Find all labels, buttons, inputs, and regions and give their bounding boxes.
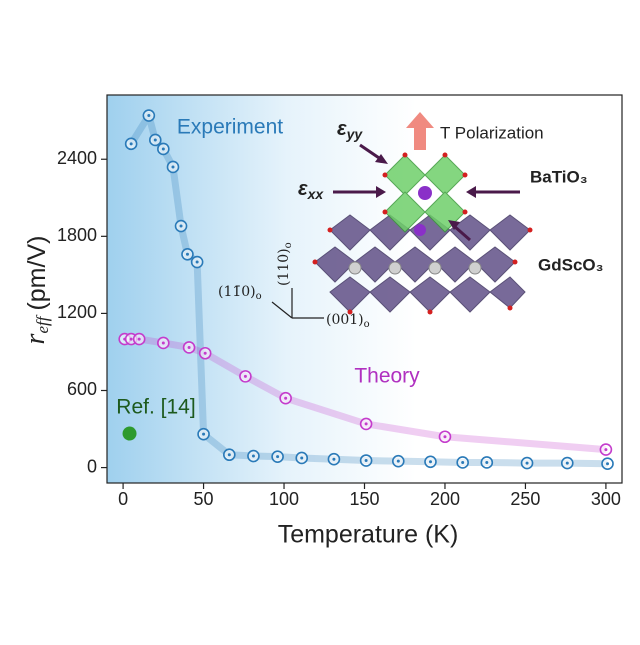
- miller: (11̄0): [218, 284, 256, 300]
- ref-label: Ref. [14]: [116, 396, 195, 419]
- point-center: [485, 460, 489, 464]
- strain-xx: εxx: [298, 178, 324, 201]
- point-center: [276, 455, 280, 459]
- y-tick-label: 2400: [57, 148, 97, 168]
- strain-symbol: ε: [298, 178, 308, 200]
- point-center: [251, 454, 255, 458]
- x-tick-label: 250: [510, 489, 540, 509]
- x-tick-label: 300: [591, 489, 621, 509]
- series-line: [128, 112, 608, 468]
- x-tick-label: 100: [269, 489, 299, 509]
- y-axis-symbol: r: [20, 333, 51, 344]
- strain-sub: yy: [346, 126, 364, 142]
- axis-right-label: (001)o: [326, 312, 370, 330]
- point-center: [428, 460, 432, 464]
- y-tick-label: 0: [87, 456, 97, 476]
- y-axis-subscript: eff: [33, 314, 52, 333]
- film-label: BaTiO₃: [530, 167, 588, 186]
- point-center: [364, 422, 368, 426]
- point-center: [161, 341, 165, 345]
- axis-diag-label: (11̄0)o: [218, 284, 262, 302]
- theory-label: Theory: [354, 365, 420, 388]
- point-center: [129, 337, 133, 341]
- point-center: [202, 432, 206, 436]
- strain-sub: xx: [307, 186, 325, 202]
- point-center: [332, 457, 336, 461]
- point-center: [565, 461, 569, 465]
- point-center: [461, 460, 465, 464]
- point-center: [187, 345, 191, 349]
- polarization-label: T Polarization: [440, 123, 544, 142]
- miller: (001): [326, 312, 364, 328]
- y-axis-unit: (pm/V): [23, 236, 51, 311]
- point-center: [147, 114, 151, 118]
- point-center: [227, 453, 231, 457]
- point-center: [364, 459, 368, 463]
- inset-diagram: [271, 112, 533, 319]
- y-tick-label: 600: [67, 379, 97, 399]
- miller: (110): [276, 248, 292, 286]
- strain-yy: εyy: [337, 118, 363, 141]
- point-center: [284, 396, 288, 400]
- point-center: [179, 224, 183, 228]
- point-center: [137, 337, 141, 341]
- point-center: [153, 138, 157, 142]
- axis-up-label: (110)o: [276, 242, 294, 286]
- y-tick-label: 1800: [57, 225, 97, 245]
- data-point: [122, 426, 137, 441]
- miller-sub: o: [256, 291, 262, 302]
- x-tick-label: 0: [118, 489, 128, 509]
- point-center: [203, 351, 207, 355]
- y-tick-label: 1200: [57, 302, 97, 322]
- x-tick-label: 50: [194, 489, 214, 509]
- point-center: [525, 461, 529, 465]
- x-tick-label: 200: [430, 489, 460, 509]
- point-center: [185, 252, 189, 256]
- point-center: [606, 462, 610, 466]
- point-center: [243, 374, 247, 378]
- point-center: [129, 142, 133, 146]
- strain-symbol: ε: [337, 118, 347, 140]
- x-tick-label: 150: [349, 489, 379, 509]
- point-center: [195, 260, 199, 264]
- point-center: [443, 435, 447, 439]
- miller-sub: o: [364, 319, 370, 330]
- point-center: [396, 459, 400, 463]
- point-center: [300, 456, 304, 460]
- point-center: [604, 448, 608, 452]
- substrate-label: GdScO₃: [538, 255, 604, 274]
- x-axis-label: Temperature (K): [278, 521, 459, 549]
- experiment-label: Experiment: [177, 116, 283, 139]
- point-center: [171, 165, 175, 169]
- point-center: [161, 147, 165, 151]
- miller-sub: o: [283, 242, 294, 248]
- y-axis-label: reff (pm/V): [20, 236, 51, 345]
